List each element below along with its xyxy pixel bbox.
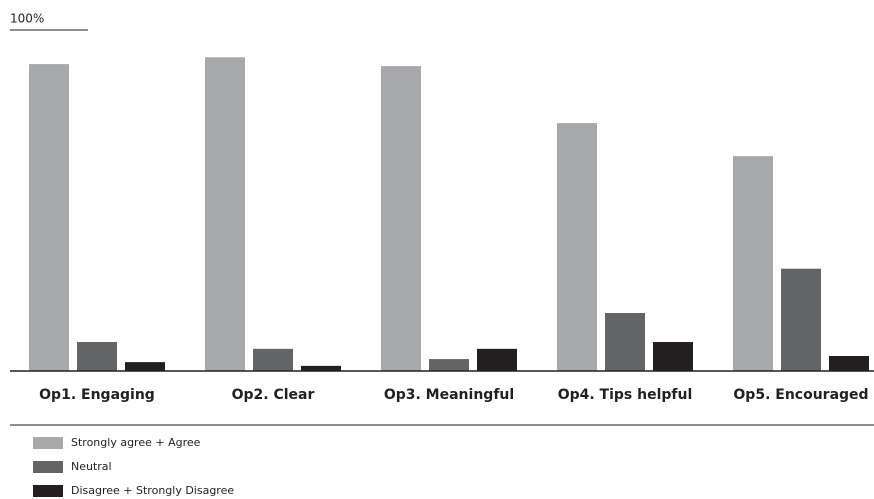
bar: [477, 348, 517, 371]
bar: [77, 342, 117, 371]
bar: [205, 57, 245, 371]
x-tick-label: Op4. Tips helpful: [558, 387, 693, 403]
legend-label: Neutral: [71, 460, 112, 473]
legend-swatch: [33, 437, 63, 449]
bar: [301, 365, 341, 371]
bar: [253, 348, 293, 371]
x-tick-label: Op5. Encouraged: [733, 387, 868, 403]
bar: [125, 362, 165, 371]
x-tick-label: Op1. Engaging: [39, 387, 155, 403]
legend-label: Strongly agree + Agree: [71, 436, 201, 449]
bar: [733, 156, 773, 371]
bar: [381, 66, 421, 372]
legend-swatch: [33, 461, 63, 473]
bar: [781, 268, 821, 371]
legend-swatch: [33, 485, 63, 497]
x-tick-label: Op2. Clear: [232, 387, 315, 403]
bar: [429, 359, 469, 371]
bar: [605, 313, 645, 371]
bar: [829, 355, 869, 371]
bar: [29, 64, 69, 371]
bar: [653, 342, 693, 371]
x-tick-label: Op3. Meaningful: [384, 387, 514, 403]
bar: [557, 123, 597, 371]
y-tick-label: 100%: [10, 12, 44, 26]
legend-label: Disagree + Strongly Disagree: [71, 484, 234, 497]
